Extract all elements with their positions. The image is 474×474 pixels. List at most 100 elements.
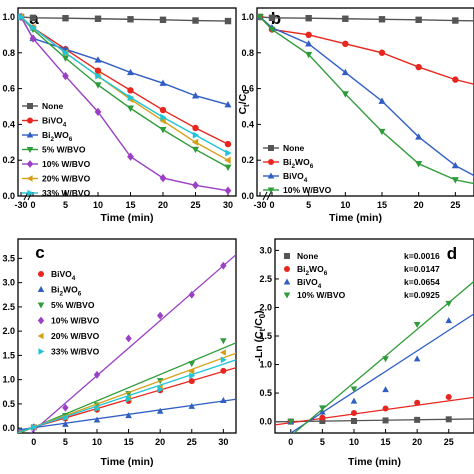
series-bi2wo6-point xyxy=(342,40,349,48)
y-tick-label: 0.0 xyxy=(2,191,15,201)
series-33-w-bvo-point xyxy=(31,423,38,431)
y-tick-label: 0.2 xyxy=(241,155,254,165)
legend-label: 5% W/BVO xyxy=(42,145,86,155)
legend-label: Bi2​WO6​ xyxy=(283,157,314,170)
y-tick-label: 3.0 xyxy=(259,245,272,255)
x-tick-label: 15 xyxy=(377,200,387,210)
x-tick-label: 20 xyxy=(412,437,422,447)
x-tick-label: 25 xyxy=(190,200,200,210)
series-none-point xyxy=(29,14,37,22)
series-10-w-bvo-fit-line xyxy=(293,280,474,433)
series-5-w-bvo-point xyxy=(188,361,196,368)
axis-break-mark xyxy=(262,191,268,201)
series-33-w-bvo-point xyxy=(62,49,70,57)
series-bi2wo6-point xyxy=(382,405,389,412)
series-none-point xyxy=(94,15,102,22)
series-33-w-bvo-point xyxy=(127,94,135,102)
series-bivo4-point xyxy=(192,124,199,132)
series-33-w-bvo-point xyxy=(160,113,167,121)
series-10-w-bvo-point xyxy=(257,14,264,21)
legend-item: 5% W/BVO xyxy=(22,145,86,155)
legend-marker xyxy=(26,131,34,138)
series-bivo4-point xyxy=(378,97,386,104)
series-5-w-bvo-point xyxy=(224,164,232,172)
legend: None BiVO4​Bi2​WO6​ 5% W/BVO 10% W/BVO 20% W… xyxy=(22,101,91,198)
legend-marker xyxy=(268,159,274,165)
legend-item: Bi2​WO6​ k=0.0147 xyxy=(284,264,440,277)
legend-item: Bi2​WO6​ xyxy=(263,157,314,170)
x-axis-label: Time (min) xyxy=(101,456,154,468)
series-group xyxy=(18,12,232,195)
legend-item: 33% W/BVO xyxy=(22,188,91,198)
legend-marker xyxy=(284,253,290,259)
legend-item: 5% W/BVO xyxy=(37,300,95,310)
series-10-w-bvo-fit-line xyxy=(30,254,236,433)
series-33-w-bvo-point xyxy=(126,395,133,403)
series-bi2wo6-point xyxy=(156,407,164,414)
series-none-point xyxy=(62,15,69,22)
series-none-line xyxy=(259,16,474,22)
x-tick-label: 25 xyxy=(450,200,460,210)
legend-label: 10% W/BVO xyxy=(297,290,346,300)
legend-label: 20% W/BVO xyxy=(42,174,91,184)
legend-item: None xyxy=(22,101,64,111)
series-bi2wo6-point xyxy=(452,76,459,83)
panel-letter: c xyxy=(35,243,44,262)
series-bivo4-point xyxy=(305,40,313,47)
x-tick-label: 25 xyxy=(187,437,197,447)
series-bi2wo6-point xyxy=(378,49,386,56)
y-tick-label: 0.8 xyxy=(241,48,254,58)
legend-label: BiVO4​ xyxy=(42,116,67,129)
series-bi2wo6-point xyxy=(224,101,232,108)
series-20-w-bvo-point xyxy=(219,349,226,356)
legend-item: 20% W/BVO xyxy=(37,331,100,341)
x-tick-label: 10 xyxy=(92,437,102,447)
legend-label: Bi2​WO6​ xyxy=(297,264,328,277)
series-none-point xyxy=(127,16,134,23)
series-bi2wo6-fit-line xyxy=(18,398,236,431)
series-5-w-bvo-point xyxy=(191,146,200,154)
series-10-w-bvo-point xyxy=(378,128,386,136)
legend-rate-constant: k=0.0654 xyxy=(404,277,440,287)
legend-label: Bi2​WO6​ xyxy=(42,130,73,143)
series-bivo4-point xyxy=(94,67,102,74)
series-5-w-bvo-point xyxy=(61,55,70,62)
x-tick-label: -30 xyxy=(253,200,266,210)
y-tick-label: 1.5 xyxy=(2,350,15,360)
series-bi2wo6-point xyxy=(94,56,102,63)
legend-marker xyxy=(38,271,44,277)
y-tick-label: 1.5 xyxy=(259,331,272,341)
series-none-point xyxy=(415,16,422,24)
legend-marker xyxy=(26,146,34,153)
series-10-w-bvo-point xyxy=(341,91,349,98)
series-bivo4-point xyxy=(382,386,389,393)
y-tick-label: 0.4 xyxy=(241,119,254,129)
series-10-w-bvo-line xyxy=(259,16,474,185)
legend-marker xyxy=(38,348,45,355)
series-33-w-bvo-point xyxy=(30,24,37,32)
series-33-w-bvo-point xyxy=(157,386,164,393)
legend-item: BiVO4​ xyxy=(38,269,76,282)
x-tick-label: 0 xyxy=(269,200,274,210)
legend-marker xyxy=(26,175,33,182)
legend-marker xyxy=(283,278,291,285)
legend-item: 10% W/BVO xyxy=(263,185,332,195)
legend-marker xyxy=(27,189,34,197)
series-group xyxy=(18,254,236,433)
series-10-w-bvo-point xyxy=(350,386,358,393)
legend-label: 5% W/BVO xyxy=(51,300,95,310)
series-10-w-bvo-point xyxy=(413,322,421,329)
plot-frame xyxy=(17,7,237,197)
series-20-w-bvo-point xyxy=(191,138,199,146)
y-tick-label: 0.8 xyxy=(2,48,15,58)
series-10-w-bvo-point xyxy=(125,334,132,343)
series-bi2wo6-fit-line xyxy=(275,396,474,426)
series-bivo4-point xyxy=(220,367,227,374)
series-10-w-bvo-point xyxy=(445,300,453,307)
series-bivo4-point xyxy=(350,397,358,404)
x-tick-label: 0 xyxy=(30,200,35,210)
legend-marker xyxy=(268,145,274,151)
series-10-w-bvo-point xyxy=(29,34,37,43)
series-20-w-bvo-point xyxy=(224,156,231,164)
